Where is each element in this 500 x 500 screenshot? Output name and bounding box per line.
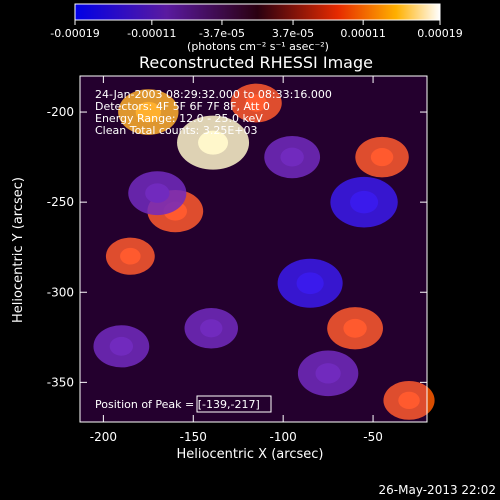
heatmap-blob-core <box>120 247 141 265</box>
heatmap-blob-core <box>350 190 379 214</box>
colorbar-tick-label: -0.00019 <box>50 27 99 40</box>
x-axis-label: Heliocentric X (arcsec) <box>177 447 324 462</box>
colorbar-gradient <box>74 3 441 21</box>
heatmap-blob-core <box>296 272 324 295</box>
peak-annotation: Position of Peak = [-139,-217] <box>95 395 272 413</box>
info-line: Detectors: 4F 5F 6F 7F 8F, Att 0 <box>95 100 270 113</box>
heatmap-blob-core <box>109 336 134 356</box>
y-tick-label: -300 <box>47 285 74 299</box>
info-annotations: 24-Jan-2003 08:29:32.000 to 08:33:16.000… <box>95 88 332 137</box>
peak-label: Position of Peak = [-139,-217] <box>95 398 260 411</box>
heatmap-blob-core <box>398 391 420 410</box>
colorbar-tick-label: -3.7e-05 <box>199 27 245 40</box>
x-tick-label: -150 <box>180 430 207 444</box>
x-tick-label: -100 <box>270 430 297 444</box>
colorbar-tick-label: 0.00011 <box>340 27 386 40</box>
heatmap-blob-core <box>315 363 341 384</box>
heatmap-blob-core <box>343 318 367 338</box>
colorbar-ticks: -0.00019 -0.00011 -3.7e-05 3.7e-05 0.00011 0.… <box>50 20 463 40</box>
heatmap-blob-core <box>145 183 170 203</box>
colorbar-tick-label: -0.00011 <box>127 27 176 40</box>
heatmap-blob-core <box>370 148 394 167</box>
heatmap-blob-core <box>135 101 161 123</box>
y-axis-label: Heliocentric Y (arcsec) <box>11 177 26 323</box>
plot-area: -200 -150 -100 -50 -200 -250 -300 -350 <box>47 75 435 444</box>
y-tick-label: -200 <box>47 105 74 119</box>
footer-timestamp: 26-May-2013 22:02 <box>379 483 496 497</box>
y-axis-ticks: -200 -250 -300 -350 <box>47 105 427 389</box>
heatmap-blob-core <box>245 94 267 112</box>
x-tick-label: -50 <box>363 430 383 444</box>
x-tick-label: -200 <box>90 430 117 444</box>
y-tick-label: -350 <box>47 375 74 389</box>
info-line: Energy Range: 12.0 - 25.0 keV <box>95 112 263 125</box>
plot-frame <box>79 75 428 423</box>
heatmap-features <box>93 83 435 420</box>
peak-label-box <box>196 395 272 413</box>
chart-title: Reconstructed RHESSI Image <box>139 53 373 72</box>
info-line: Clean Total counts: 3.25E+03 <box>95 124 258 137</box>
colorbar-tick-label: 3.7e-05 <box>272 27 314 40</box>
x-axis-ticks: -200 -150 -100 -50 <box>90 76 383 444</box>
heatmap-blob-core <box>280 147 304 167</box>
heatmap-blob-core <box>200 319 223 338</box>
y-tick-label: -250 <box>47 195 74 209</box>
colorbar-units-label: (photons cm⁻² s⁻¹ asec⁻²) <box>187 40 329 53</box>
info-line: 24-Jan-2003 08:29:32.000 to 08:33:16.000 <box>95 88 332 101</box>
colorbar-tick-label: 0.00019 <box>417 27 463 40</box>
heatmap-blob-core <box>198 130 229 155</box>
colorbar: -0.00019 -0.00011 -3.7e-05 3.7e-05 0.00011 0.… <box>50 3 463 53</box>
